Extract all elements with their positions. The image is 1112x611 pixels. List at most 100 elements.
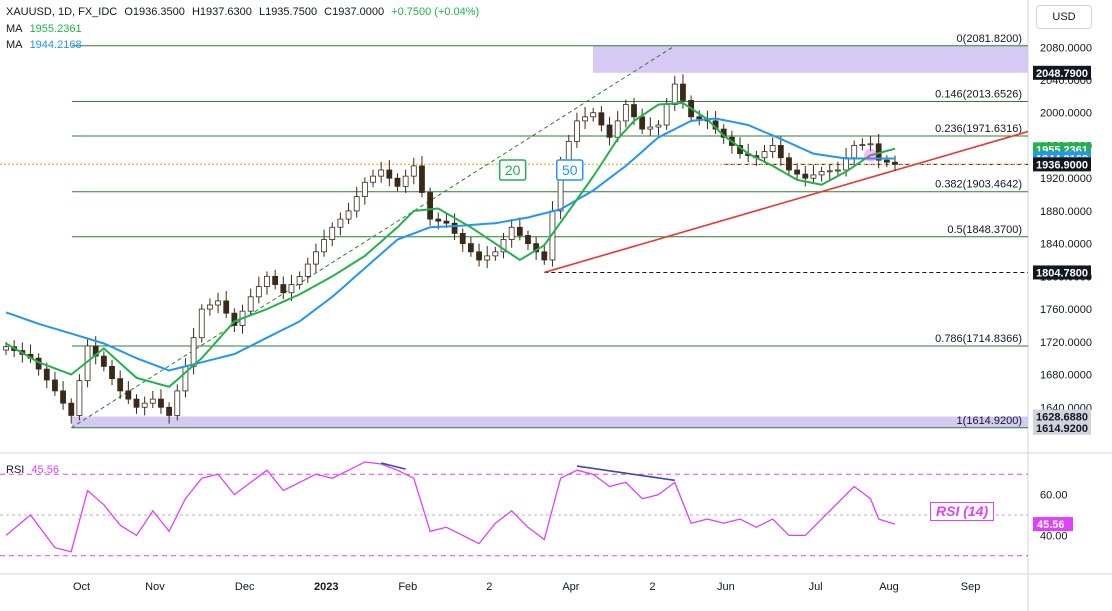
candle-body	[590, 112, 597, 118]
candle-body	[76, 380, 83, 416]
candle-body	[223, 300, 230, 314]
rsi-value-badge-label: 45.56	[1037, 519, 1065, 531]
rsi-indicator-badge: RSI (14)	[930, 502, 995, 521]
ma-box	[556, 159, 584, 181]
price-tick-label: 2000.0000	[1040, 108, 1092, 120]
candle-body	[647, 126, 654, 130]
candle-body	[492, 251, 499, 257]
rsi-legend-label: RSI	[6, 464, 25, 476]
time-tick-label: Dec	[235, 581, 255, 593]
rising-trendline	[544, 130, 1029, 274]
price-badge-label: 1628.6880	[1036, 412, 1088, 424]
candle-body	[541, 251, 548, 261]
candle-body	[117, 378, 124, 392]
candle-body	[288, 284, 295, 294]
candle-body	[280, 284, 287, 294]
ma20-legend[interactable]: MA 1955.2361	[6, 22, 86, 36]
candle-body	[394, 177, 401, 187]
price-tick-label: 1680.0000	[1040, 370, 1092, 382]
ma20-legend-label: MA	[6, 23, 23, 35]
candle-body	[851, 145, 858, 159]
time-tick-label: 2	[486, 581, 492, 593]
candle-body	[353, 196, 360, 212]
candle-body	[516, 226, 523, 236]
fib-level-label: 0.236(1971.6316)	[935, 123, 1022, 135]
candle-body	[296, 275, 303, 285]
price-badge	[1033, 409, 1091, 424]
fib-level-label: 0.146(2013.6526)	[935, 89, 1022, 101]
candle-body	[761, 151, 768, 159]
candle-body	[304, 263, 311, 277]
fib-level-label: 1(1614.9200)	[957, 415, 1022, 427]
candle-body	[402, 175, 409, 187]
candle-body	[843, 157, 849, 171]
rsi-divergence-1	[380, 462, 406, 470]
candle-body	[835, 169, 841, 172]
ma50-line	[5, 117, 895, 372]
close-value: C1937.0000	[324, 6, 385, 18]
candle-body	[606, 124, 613, 138]
candle-body	[68, 402, 75, 416]
candle-body	[329, 226, 336, 240]
candle-body	[467, 243, 474, 253]
candle-body	[639, 116, 646, 130]
price-badge-label: 1936.9000	[1036, 159, 1088, 171]
ma20-legend-value: 1955.2361	[29, 23, 82, 35]
candle-body	[141, 402, 148, 408]
price-badge-label: 1804.7800	[1036, 267, 1088, 279]
ma-label: 20	[505, 162, 521, 178]
time-tick-label: 2	[649, 581, 655, 593]
candle-body	[892, 161, 898, 165]
currency-button[interactable]: USD	[1036, 5, 1092, 29]
candle-body	[631, 104, 637, 118]
open-value: O1936.3500	[124, 6, 185, 18]
candle-body	[52, 379, 58, 392]
price-badge	[1033, 65, 1091, 80]
candle-body	[574, 120, 580, 142]
candle-body	[255, 286, 262, 298]
time-tick-label: Aug	[879, 581, 899, 593]
candle-body	[883, 159, 890, 163]
price-pane	[0, 0, 1028, 452]
candle-body	[43, 368, 50, 381]
candle-body	[525, 235, 531, 245]
candle-body	[206, 304, 213, 310]
candle-body	[500, 239, 507, 253]
candle-body	[370, 175, 376, 183]
crossover-marker	[864, 148, 878, 162]
candle-body	[100, 355, 107, 367]
candle-body	[810, 174, 817, 179]
candle-body	[378, 169, 385, 177]
candle-body	[60, 390, 66, 404]
rsi-legend[interactable]: RSI 45.56	[6, 463, 63, 477]
candle-body	[769, 145, 776, 152]
candle-body	[859, 144, 866, 147]
candle-body	[655, 124, 662, 128]
candle-body	[272, 275, 279, 285]
candle-body	[802, 173, 809, 179]
price-tick-label: 1760.0000	[1040, 304, 1092, 316]
ma-label: 50	[562, 162, 578, 178]
price-badge	[1033, 265, 1091, 280]
candle-body	[410, 165, 417, 177]
symbol-label[interactable]: XAUUSD, 1D, FX_IDC	[6, 6, 118, 18]
candle-body	[427, 192, 434, 220]
candle-body	[109, 365, 115, 380]
change-value: +0.7500 (+0.04%)	[391, 6, 480, 18]
price-tick-label: 1920.0000	[1040, 173, 1092, 185]
ma50-legend[interactable]: MA 1944.2168	[6, 38, 86, 52]
candle-body	[247, 296, 254, 312]
fib-level-label: 0.786(1714.8366)	[935, 333, 1022, 345]
fib-bottom-zone	[72, 416, 1028, 428]
candle-body	[451, 222, 458, 234]
candle-body	[614, 120, 621, 138]
rsi-tick-label: 60.00	[1040, 490, 1068, 502]
candle-body	[565, 140, 572, 163]
price-badge-label: 2048.7900	[1036, 68, 1088, 80]
time-tick-label: Apr	[562, 581, 579, 593]
candle-body	[663, 104, 670, 126]
price-badge-label: 1614.9200	[1036, 423, 1088, 435]
rsi-tick-label: 40.00	[1040, 530, 1068, 542]
candle-body	[231, 312, 238, 326]
